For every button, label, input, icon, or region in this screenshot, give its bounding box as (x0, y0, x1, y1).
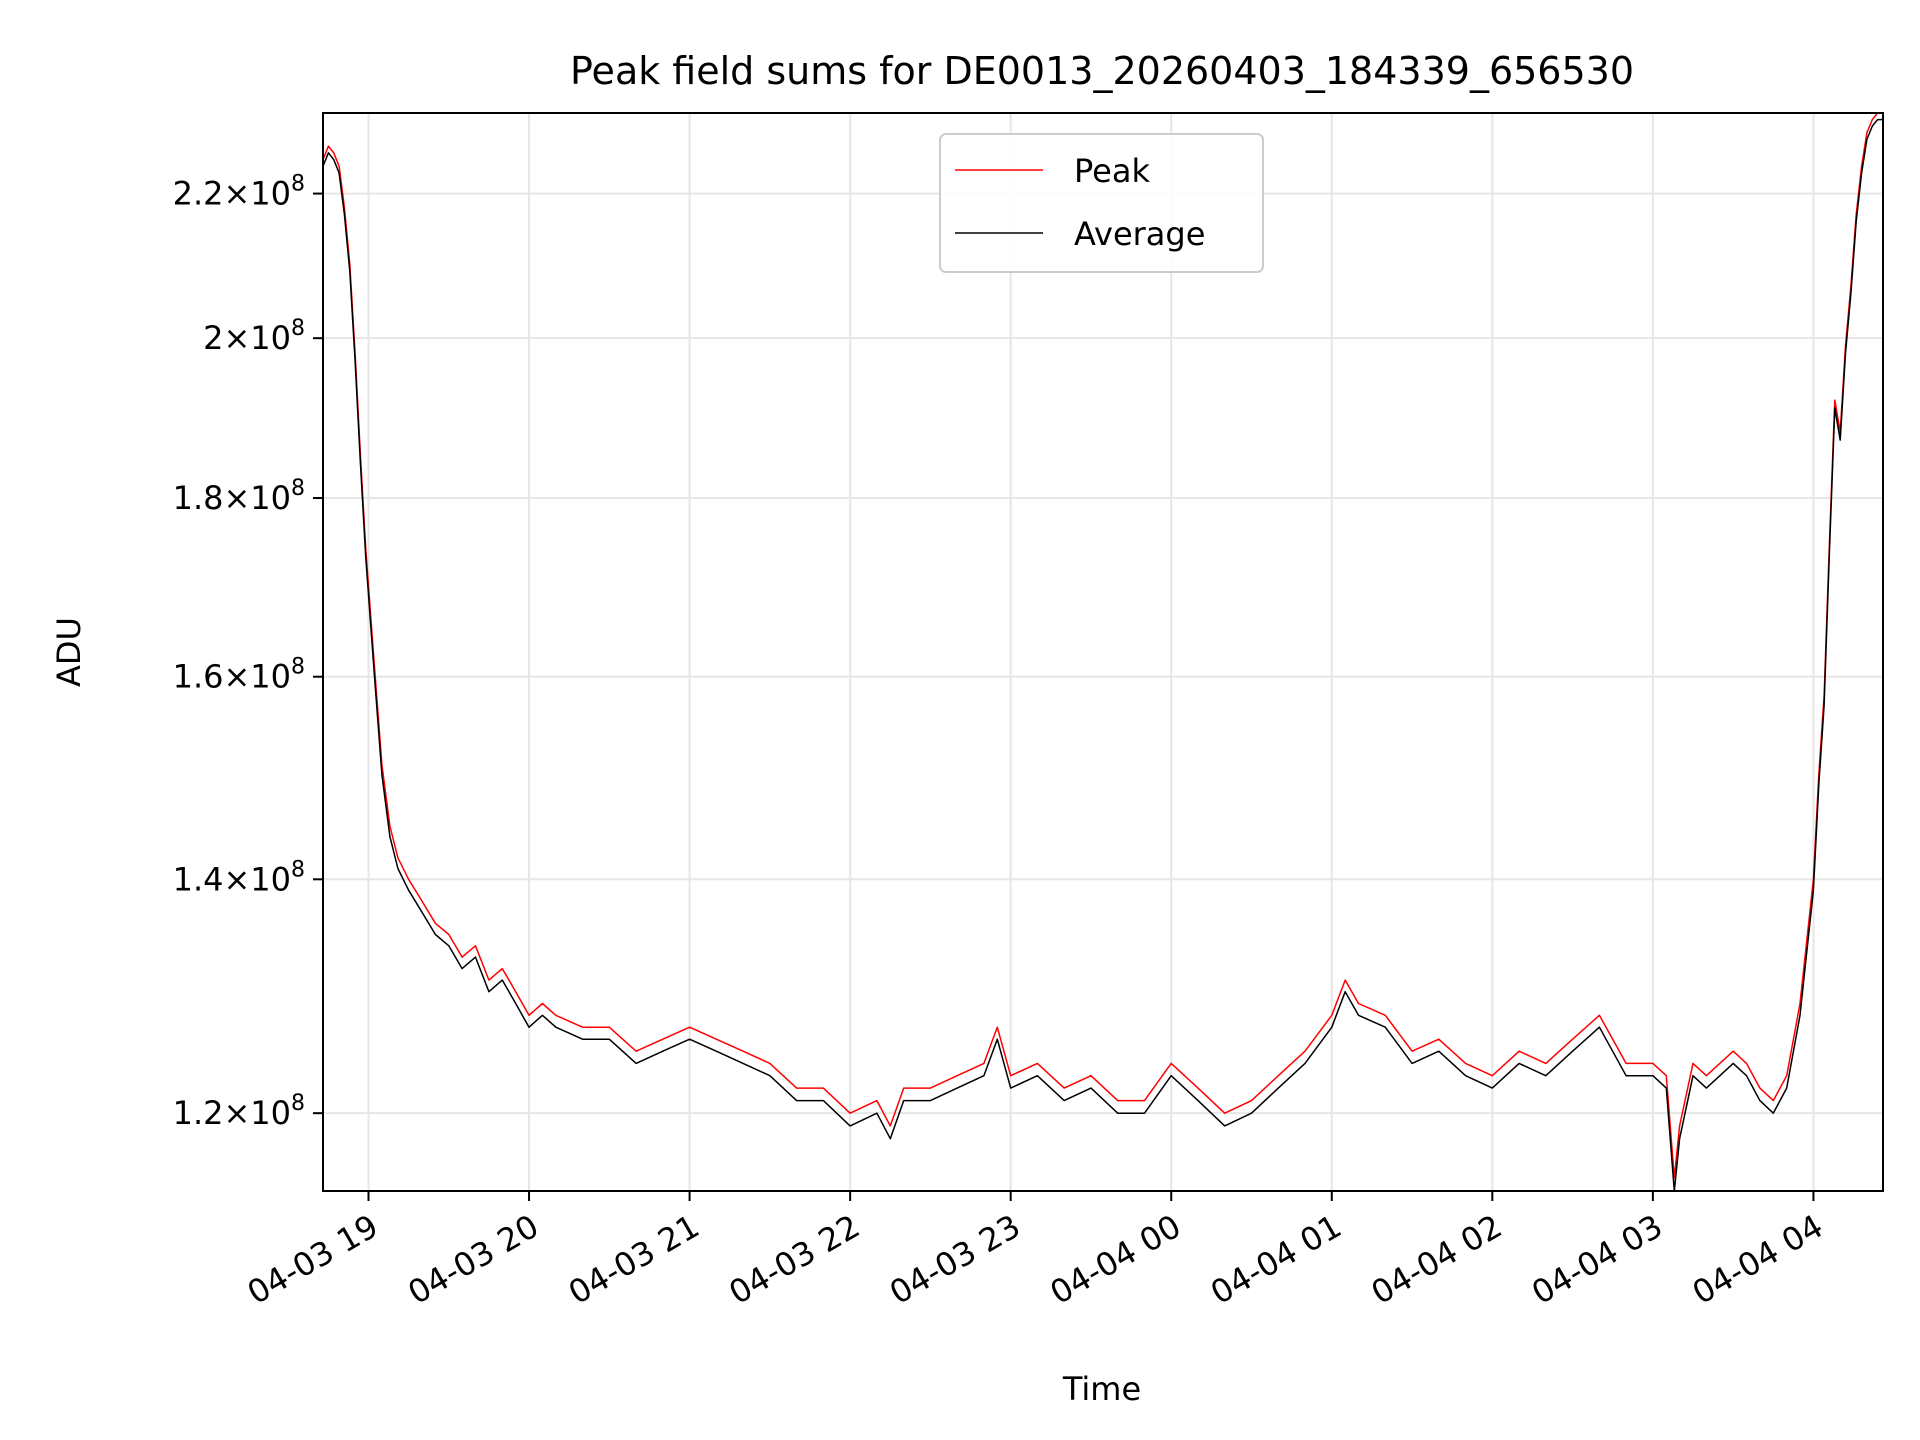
y-tick-exponent: 8 (291, 316, 305, 341)
y-tick-label: 1.6×108 (173, 655, 305, 696)
x-axis-label: Time (1062, 1370, 1141, 1408)
y-tick-exponent: 8 (291, 857, 305, 882)
legend-label-peak: Peak (1074, 152, 1150, 190)
y-tick-exponent: 8 (291, 476, 305, 501)
y-tick-mantissa: 2 (203, 319, 223, 357)
y-tick-mantissa: 1.8 (173, 479, 224, 517)
y-tick-mantissa: 2.2 (173, 175, 224, 213)
series-line-average (322, 118, 1883, 1192)
series-layer (322, 112, 1883, 1192)
y-tick-exponent: 8 (291, 1091, 305, 1116)
y-tick-exponent: 8 (291, 655, 305, 680)
legend-label-average: Average (1074, 215, 1205, 253)
legend: Peak Average (939, 133, 1264, 273)
y-axis-label: ADU (50, 617, 88, 687)
series-line-peak (322, 112, 1883, 1179)
y-tick-exponent: 8 (291, 172, 305, 197)
y-tick-label: 1.8×108 (173, 476, 305, 517)
y-tick-times: ×10 (223, 319, 291, 357)
y-tick-times: ×10 (223, 175, 291, 213)
plot-area (322, 112, 1884, 1192)
y-tick-times: ×10 (223, 658, 291, 696)
y-tick-mantissa: 1.6 (173, 658, 224, 696)
y-tick-mantissa: 1.4 (173, 860, 224, 898)
y-tick-label: 1.2×108 (173, 1091, 305, 1132)
y-tick-times: ×10 (223, 860, 291, 898)
y-tick-label: 1.4×108 (173, 857, 305, 898)
legend-box (939, 133, 1264, 273)
y-tick-label: 2×108 (203, 316, 305, 357)
y-tick-mantissa: 1.2 (173, 1094, 224, 1132)
chart-title: Peak field sums for DE0013_20260403_1843… (570, 49, 1634, 93)
grid (323, 113, 1883, 1191)
y-tick-label: 2.2×108 (173, 172, 305, 213)
y-tick-times: ×10 (223, 1094, 291, 1132)
y-tick-times: ×10 (223, 479, 291, 517)
